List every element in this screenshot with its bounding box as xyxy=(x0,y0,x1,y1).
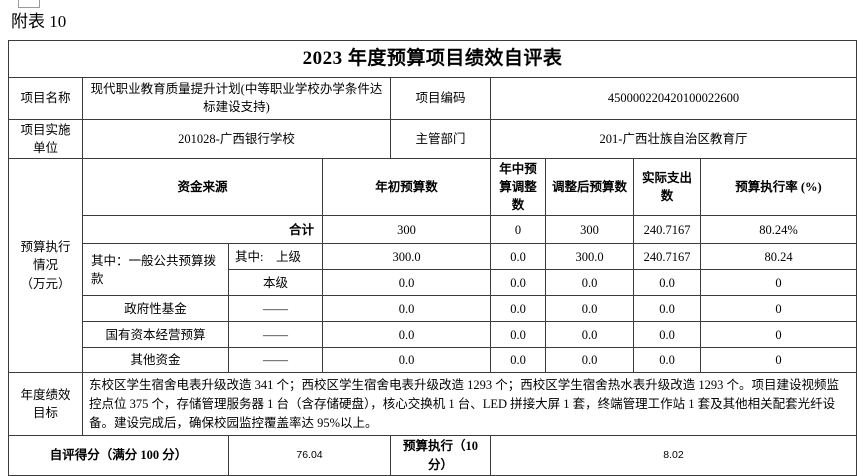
project-code-value: 450000220420100022600 xyxy=(490,76,857,120)
header-adjusted-budget: 调整后预算数 xyxy=(545,157,634,217)
self-eval-table: 2023 年度预算项目绩效自评表 项目名称 现代职业教育质量提升计划(中等职业学… xyxy=(8,40,857,476)
upper-rate-value: 80.24 xyxy=(700,243,857,271)
performance-goal-text: 东校区学生宿舍电表升级改造 341 个；西校区学生宿舍电表升级改造 1293 个… xyxy=(82,372,857,437)
other-funds-mid-adjust-value: 0.0 xyxy=(490,347,546,374)
local-actual-value: 0.0 xyxy=(633,269,701,297)
state-capital-actual-value: 0.0 xyxy=(633,321,701,349)
header-fund-source: 资金来源 xyxy=(82,157,323,217)
general-public-budget-label: 其中：一般公共预算拨款 xyxy=(82,243,229,297)
upper-initial-value: 300.0 xyxy=(322,243,491,271)
total-initial-value: 300 xyxy=(322,215,491,245)
local-level-label: 本级 xyxy=(228,269,323,297)
gov-fund-actual-value: 0.0 xyxy=(633,295,701,323)
header-execution-rate: 预算执行率 (%) xyxy=(700,157,857,217)
local-mid-adjust-value: 0.0 xyxy=(490,269,546,297)
total-mid-adjust-value: 0 xyxy=(490,215,546,245)
gov-fund-mid-adjust-value: 0.0 xyxy=(490,295,546,323)
gov-fund-initial-value: 0.0 xyxy=(322,295,491,323)
self-score-label: 自评得分（满分 100 分） xyxy=(8,435,229,476)
performance-goal-label: 年度绩效目标 xyxy=(8,372,83,437)
total-adjusted-value: 300 xyxy=(545,215,634,245)
header-mid-year-adjust: 年中预算调整数 xyxy=(490,157,546,217)
project-code-label: 项目编码 xyxy=(390,76,491,120)
dept-value: 201-广西壮族自治区教育厅 xyxy=(490,118,857,159)
other-funds-rate-value: 0 xyxy=(700,347,857,374)
implement-unit-label: 项目实施单位 xyxy=(8,118,83,159)
implement-unit-value: 201028-广西银行学校 xyxy=(82,118,391,159)
upper-actual-value: 240.7167 xyxy=(633,243,701,271)
total-rate-value: 80.24% xyxy=(700,215,857,245)
upper-level-label: 其中: 上级 xyxy=(228,243,323,271)
page-corner-fragment xyxy=(18,0,40,8)
project-name-value: 现代职业教育质量提升计划(中等职业学校办学条件达标建设支持) xyxy=(82,76,391,120)
self-score-value: 76.04 xyxy=(228,435,391,476)
total-row-label: 合计 xyxy=(82,215,323,245)
gov-fund-label: 政府性基金 xyxy=(82,295,229,323)
budget-section-label: 预算执行情况 （万元） xyxy=(8,157,83,374)
other-funds-adjusted-value: 0.0 xyxy=(545,347,634,374)
dept-label: 主管部门 xyxy=(390,118,491,159)
local-rate-value: 0 xyxy=(700,269,857,297)
local-adjusted-value: 0.0 xyxy=(545,269,634,297)
header-actual-expenditure: 实际支出数 xyxy=(633,157,701,217)
state-capital-rate-value: 0 xyxy=(700,321,857,349)
annex-label: 附表 10 xyxy=(11,12,67,31)
state-capital-adjusted-value: 0.0 xyxy=(545,321,634,349)
project-name-label: 项目名称 xyxy=(8,76,83,120)
page-title: 2023 年度预算项目绩效自评表 xyxy=(8,40,857,78)
upper-adjusted-value: 300.0 xyxy=(545,243,634,271)
gov-fund-dash: —— xyxy=(228,295,323,323)
other-funds-actual-value: 0.0 xyxy=(633,347,701,374)
state-capital-mid-adjust-value: 0.0 xyxy=(490,321,546,349)
exec-score-value: 8.02 xyxy=(490,435,857,476)
total-actual-value: 240.7167 xyxy=(633,215,701,245)
exec-score-label: 预算执行（10 分） xyxy=(390,435,491,476)
other-funds-initial-value: 0.0 xyxy=(322,347,491,374)
gov-fund-adjusted-value: 0.0 xyxy=(545,295,634,323)
header-initial-budget: 年初预算数 xyxy=(322,157,491,217)
upper-mid-adjust-value: 0.0 xyxy=(490,243,546,271)
state-capital-dash: —— xyxy=(228,321,323,349)
other-funds-dash: —— xyxy=(228,347,323,374)
other-funds-label: 其他资金 xyxy=(82,347,229,374)
state-capital-label: 国有资本经营预算 xyxy=(82,321,229,349)
state-capital-initial-value: 0.0 xyxy=(322,321,491,349)
gov-fund-rate-value: 0 xyxy=(700,295,857,323)
local-initial-value: 0.0 xyxy=(322,269,491,297)
